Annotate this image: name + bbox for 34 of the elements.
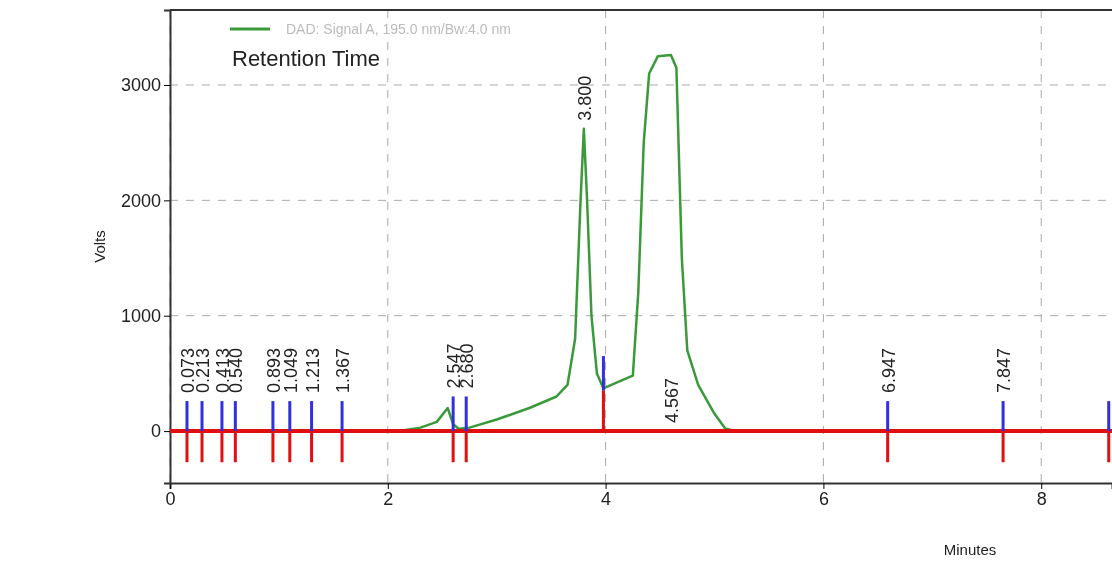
bar [886, 401, 890, 432]
annotation: 1.367 [333, 348, 354, 394]
x-tick-label: 4 [601, 488, 612, 509]
legend-label: DAD: Signal A, 195.0 nm/Bw:4.0 nm [286, 21, 511, 37]
y-tick-label: 1000 [120, 305, 161, 326]
annotation: 6.947 [878, 348, 899, 394]
bar [1001, 401, 1005, 432]
annotation: 3.800 [574, 75, 595, 121]
x-tick-label: 6 [818, 488, 829, 509]
annotation: 0.213 [193, 348, 214, 394]
y-tick-label: 0 [150, 421, 161, 442]
bar [464, 396, 468, 432]
bar [271, 401, 275, 432]
bar [185, 401, 189, 432]
x-tick-label: 8 [1036, 488, 1047, 509]
y-axis-title: Volts [91, 230, 108, 263]
annotation: 1.213 [302, 348, 323, 394]
bar [288, 401, 292, 432]
bar [220, 401, 224, 432]
annotation: Retention Time [232, 46, 380, 71]
annotation: 4.567 [661, 378, 682, 424]
y-tick-label: 3000 [120, 75, 161, 96]
bar [1107, 401, 1111, 432]
bar [601, 356, 605, 391]
bar [340, 401, 344, 432]
x-axis-title: Minutes [943, 541, 997, 558]
y-tick-label: 2000 [120, 190, 161, 211]
bar [233, 401, 237, 432]
bar [200, 401, 204, 432]
bar [310, 401, 314, 432]
annotation: 7.847 [994, 348, 1015, 394]
bar [451, 396, 455, 432]
x-tick-label: 0 [165, 488, 176, 509]
x-tick-label: 2 [383, 488, 394, 509]
